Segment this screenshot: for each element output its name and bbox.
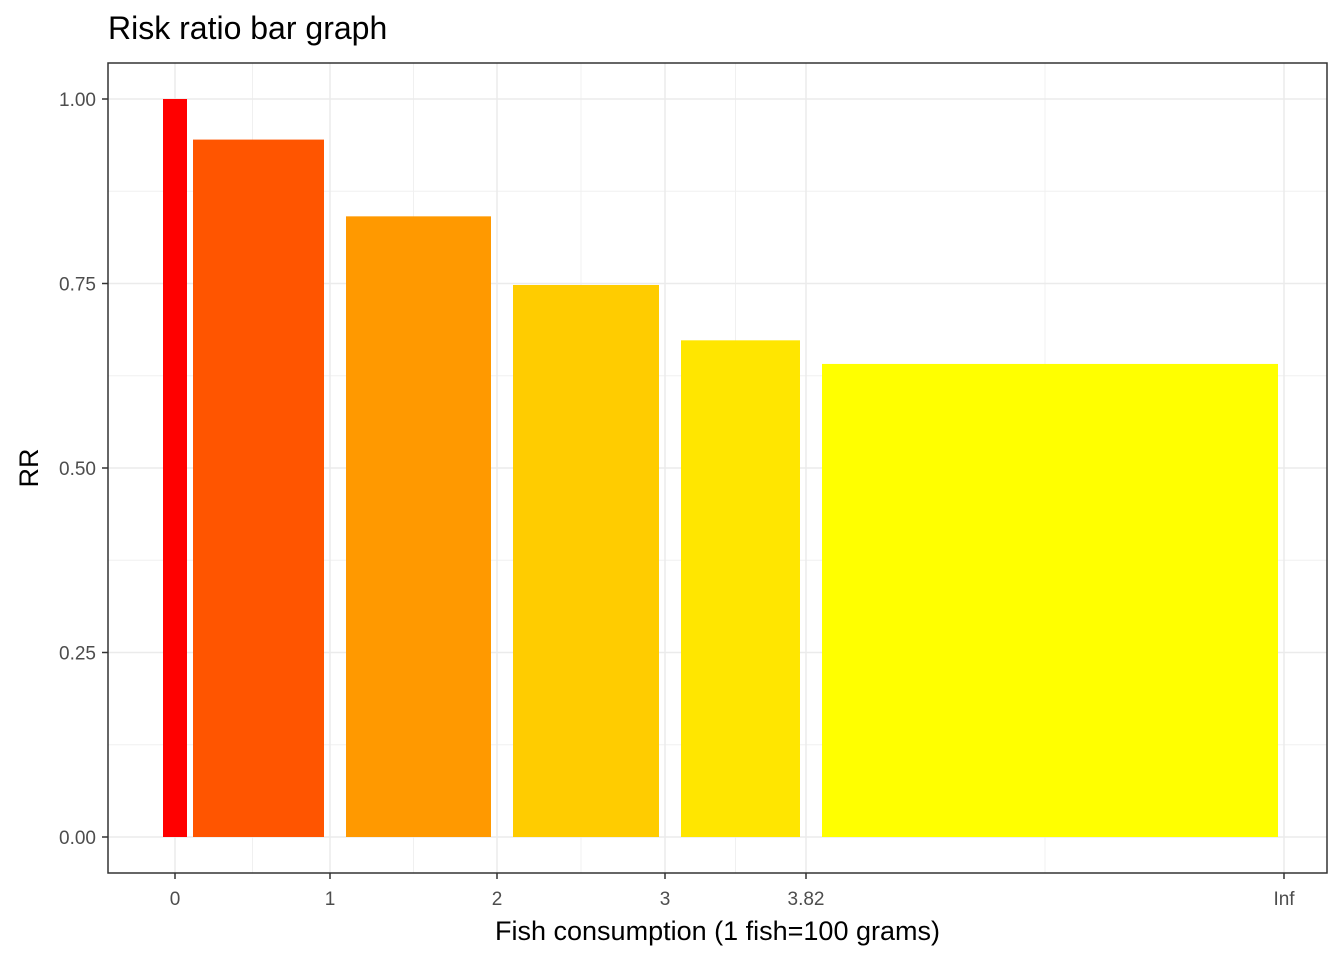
chart-title: Risk ratio bar graph	[108, 10, 388, 46]
y-tick-label: 0.25	[59, 644, 96, 665]
bar	[163, 99, 187, 837]
y-axis-title: RR	[14, 449, 44, 488]
y-tick-label: 0.75	[59, 275, 96, 296]
y-tick-label: 0.00	[59, 828, 96, 849]
bar	[193, 139, 324, 838]
x-tick-label: 3.82	[788, 889, 825, 910]
x-tick-label: 3	[660, 889, 671, 910]
x-axis-title: Fish consumption (1 fish=100 grams)	[495, 916, 940, 946]
bar	[822, 363, 1278, 837]
x-tick-label: 1	[325, 889, 336, 910]
bar	[513, 284, 659, 837]
x-tick-label: 0	[170, 889, 181, 910]
y-tick-label: 1.00	[59, 90, 96, 111]
x-tick-label: Inf	[1273, 889, 1295, 910]
bar	[346, 216, 491, 838]
y-tick-label: 0.50	[59, 459, 96, 480]
bar	[681, 340, 800, 837]
x-tick-label: 2	[492, 889, 503, 910]
